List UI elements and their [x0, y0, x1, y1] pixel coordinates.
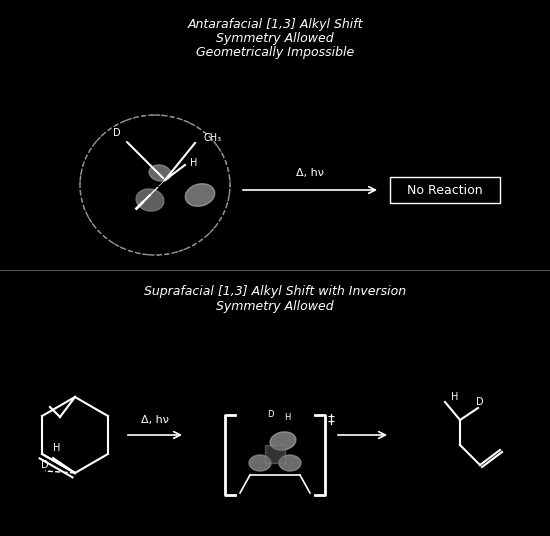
Ellipse shape — [149, 165, 171, 181]
Text: D: D — [267, 410, 273, 419]
Text: H: H — [284, 413, 290, 422]
Ellipse shape — [185, 184, 215, 206]
Text: D: D — [476, 397, 484, 407]
Text: ‡: ‡ — [328, 413, 335, 427]
Text: Geometrically Impossible: Geometrically Impossible — [196, 46, 354, 59]
Ellipse shape — [249, 455, 271, 471]
Ellipse shape — [270, 432, 296, 450]
Text: H: H — [452, 392, 459, 402]
Text: Δ, hν: Δ, hν — [296, 168, 324, 178]
Text: D: D — [113, 128, 121, 138]
Bar — [265, 445, 285, 463]
Text: Suprafacial [1,3] Alkyl Shift with Inversion: Suprafacial [1,3] Alkyl Shift with Inver… — [144, 285, 406, 298]
Text: Δ, hν: Δ, hν — [141, 415, 169, 425]
Text: Symmetry Allowed: Symmetry Allowed — [216, 300, 334, 313]
Text: D: D — [41, 460, 49, 470]
Ellipse shape — [136, 189, 164, 211]
Text: Antarafacial [1,3] Alkyl Shift: Antarafacial [1,3] Alkyl Shift — [187, 18, 363, 31]
Text: No Reaction: No Reaction — [407, 183, 483, 197]
Text: CH₃: CH₃ — [203, 133, 221, 143]
Text: Symmetry Allowed: Symmetry Allowed — [216, 32, 334, 45]
Text: H: H — [190, 158, 197, 168]
Bar — [390, 177, 500, 203]
Ellipse shape — [279, 455, 301, 471]
Text: H: H — [53, 443, 60, 453]
